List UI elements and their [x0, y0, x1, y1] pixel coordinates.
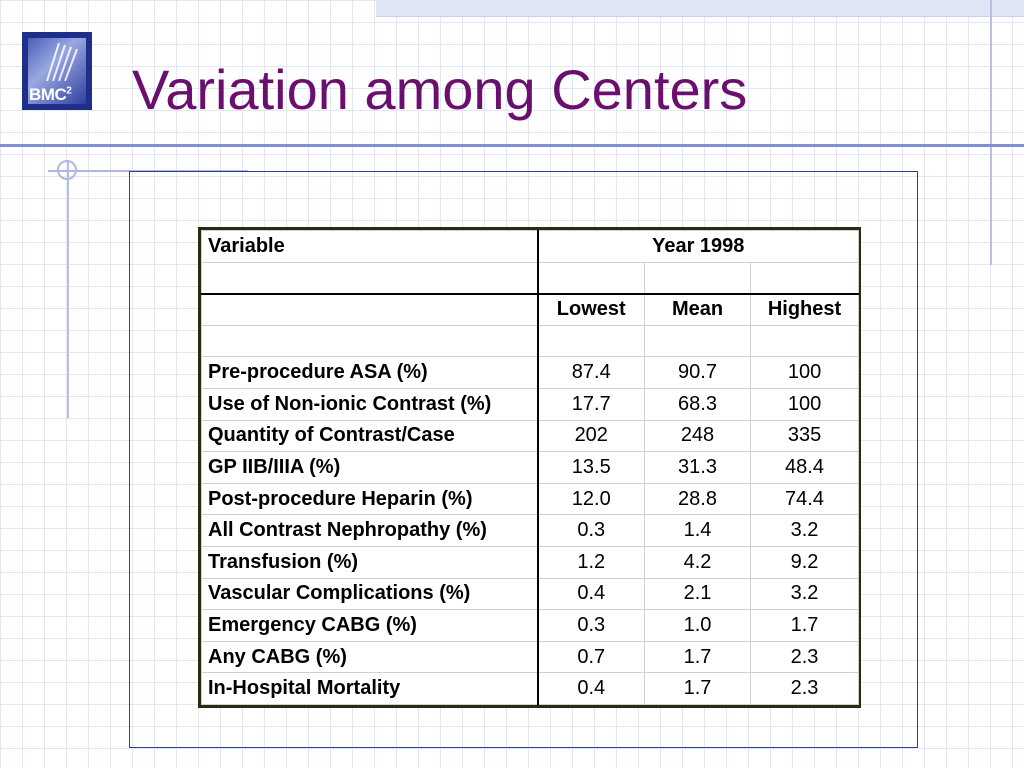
subheader-empty: [201, 293, 539, 326]
cell-mean: 1.7: [644, 640, 751, 674]
table-row: Post-procedure Heparin (%) 12.0 28.8 74.4: [201, 482, 860, 516]
spacer-cell: [644, 324, 751, 358]
cell-lowest: 0.3: [537, 609, 645, 642]
cell-lowest: 0.4: [537, 672, 645, 705]
cell-mean: 28.8: [644, 482, 751, 516]
table-row: Quantity of Contrast/Case 202 248 335: [201, 419, 860, 453]
row-label: Vascular Complications (%): [201, 577, 539, 611]
cell-highest: 2.3: [749, 672, 860, 705]
cell-highest: 74.4: [749, 482, 860, 516]
decorative-vertical-line-right: [990, 0, 992, 265]
top-decorative-band: [376, 0, 1024, 17]
cell-highest: 9.2: [749, 545, 860, 579]
table-row: GP IIB/IIIA (%) 13.5 31.3 48.4: [201, 451, 860, 484]
table-row: Pre-procedure ASA (%) 87.4 90.7 100: [201, 356, 860, 389]
row-label: Quantity of Contrast/Case: [201, 419, 539, 453]
table-row: Any CABG (%) 0.7 1.7 2.3: [201, 640, 860, 674]
spacer-cell: [749, 261, 860, 295]
cell-highest: 2.3: [749, 640, 860, 674]
cell-lowest: 0.4: [537, 577, 645, 611]
title-underline: [0, 144, 1024, 147]
table-row: Use of Non-ionic Contrast (%) 17.7 68.3 100: [201, 387, 860, 421]
table-row: In-Hospital Mortality 0.4 1.7 2.3: [201, 672, 860, 705]
header-variable: Variable: [201, 230, 539, 263]
header-year: Year 1998: [536, 230, 860, 263]
column-header-highest: Highest: [749, 293, 860, 326]
cell-mean: 2.1: [644, 577, 751, 611]
cell-lowest: 87.4: [537, 356, 645, 389]
bmc2-logo: BMC2: [22, 32, 92, 110]
cell-mean: 4.2: [644, 545, 751, 579]
cell-lowest: 0.7: [537, 640, 645, 674]
content-frame: [129, 171, 918, 748]
cell-lowest: 17.7: [537, 387, 645, 421]
data-table-container: Variable Year 1998 Lowest Mean Highest: [198, 227, 861, 708]
cell-highest: 335: [749, 419, 860, 453]
cell-lowest: 1.2: [537, 545, 645, 579]
cell-highest: 1.7: [749, 609, 860, 642]
column-header-lowest: Lowest: [537, 293, 645, 326]
table-row: Transfusion (%) 1.2 4.2 9.2: [201, 545, 860, 579]
data-table: Variable Year 1998 Lowest Mean Highest: [201, 230, 860, 705]
spacer-cell: [537, 261, 645, 295]
cell-highest: 48.4: [749, 451, 860, 484]
cell-highest: 100: [749, 356, 860, 389]
cell-lowest: 13.5: [537, 451, 645, 484]
spacer-cell: [201, 324, 539, 358]
table-row: All Contrast Nephropathy (%) 0.3 1.4 3.2: [201, 514, 860, 547]
cell-highest: 3.2: [749, 577, 860, 611]
decorative-vertical-line-left: [67, 160, 69, 418]
logo-text: BMC2: [29, 85, 72, 104]
logo-stripes-icon: [46, 42, 78, 81]
row-label: GP IIB/IIIA (%): [201, 451, 539, 484]
cell-mean: 31.3: [644, 451, 751, 484]
table-header-row: Variable Year 1998: [201, 230, 860, 263]
cell-lowest: 0.3: [537, 514, 645, 547]
cell-highest: 100: [749, 387, 860, 421]
table-subheader-row: Lowest Mean Highest: [201, 293, 860, 326]
cell-mean: 1.7: [644, 672, 751, 705]
crosshair-icon: [57, 160, 77, 180]
spacer-cell: [644, 261, 751, 295]
slide-title: Variation among Centers: [132, 58, 748, 121]
table-row: Vascular Complications (%) 0.4 2.1 3.2: [201, 577, 860, 611]
cell-mean: 1.4: [644, 514, 751, 547]
table-spacer-row: [201, 324, 860, 358]
cell-mean: 1.0: [644, 609, 751, 642]
row-label: Use of Non-ionic Contrast (%): [201, 387, 539, 421]
row-label: Transfusion (%): [201, 545, 539, 579]
row-label: Emergency CABG (%): [201, 609, 539, 642]
spacer-cell: [537, 324, 645, 358]
cell-highest: 3.2: [749, 514, 860, 547]
spacer-cell: [201, 261, 539, 295]
cell-mean: 68.3: [644, 387, 751, 421]
row-label: Pre-procedure ASA (%): [201, 356, 539, 389]
column-header-mean: Mean: [644, 293, 751, 326]
cell-lowest: 12.0: [537, 482, 645, 516]
row-label: In-Hospital Mortality: [201, 672, 539, 705]
cell-lowest: 202: [537, 419, 645, 453]
cell-mean: 248: [644, 419, 751, 453]
cell-mean: 90.7: [644, 356, 751, 389]
row-label: Post-procedure Heparin (%): [201, 482, 539, 516]
row-label: Any CABG (%): [201, 640, 539, 674]
row-label: All Contrast Nephropathy (%): [201, 514, 539, 547]
table-row: Emergency CABG (%) 0.3 1.0 1.7: [201, 609, 860, 642]
spacer-cell: [749, 324, 860, 358]
table-spacer-row: [201, 261, 860, 295]
